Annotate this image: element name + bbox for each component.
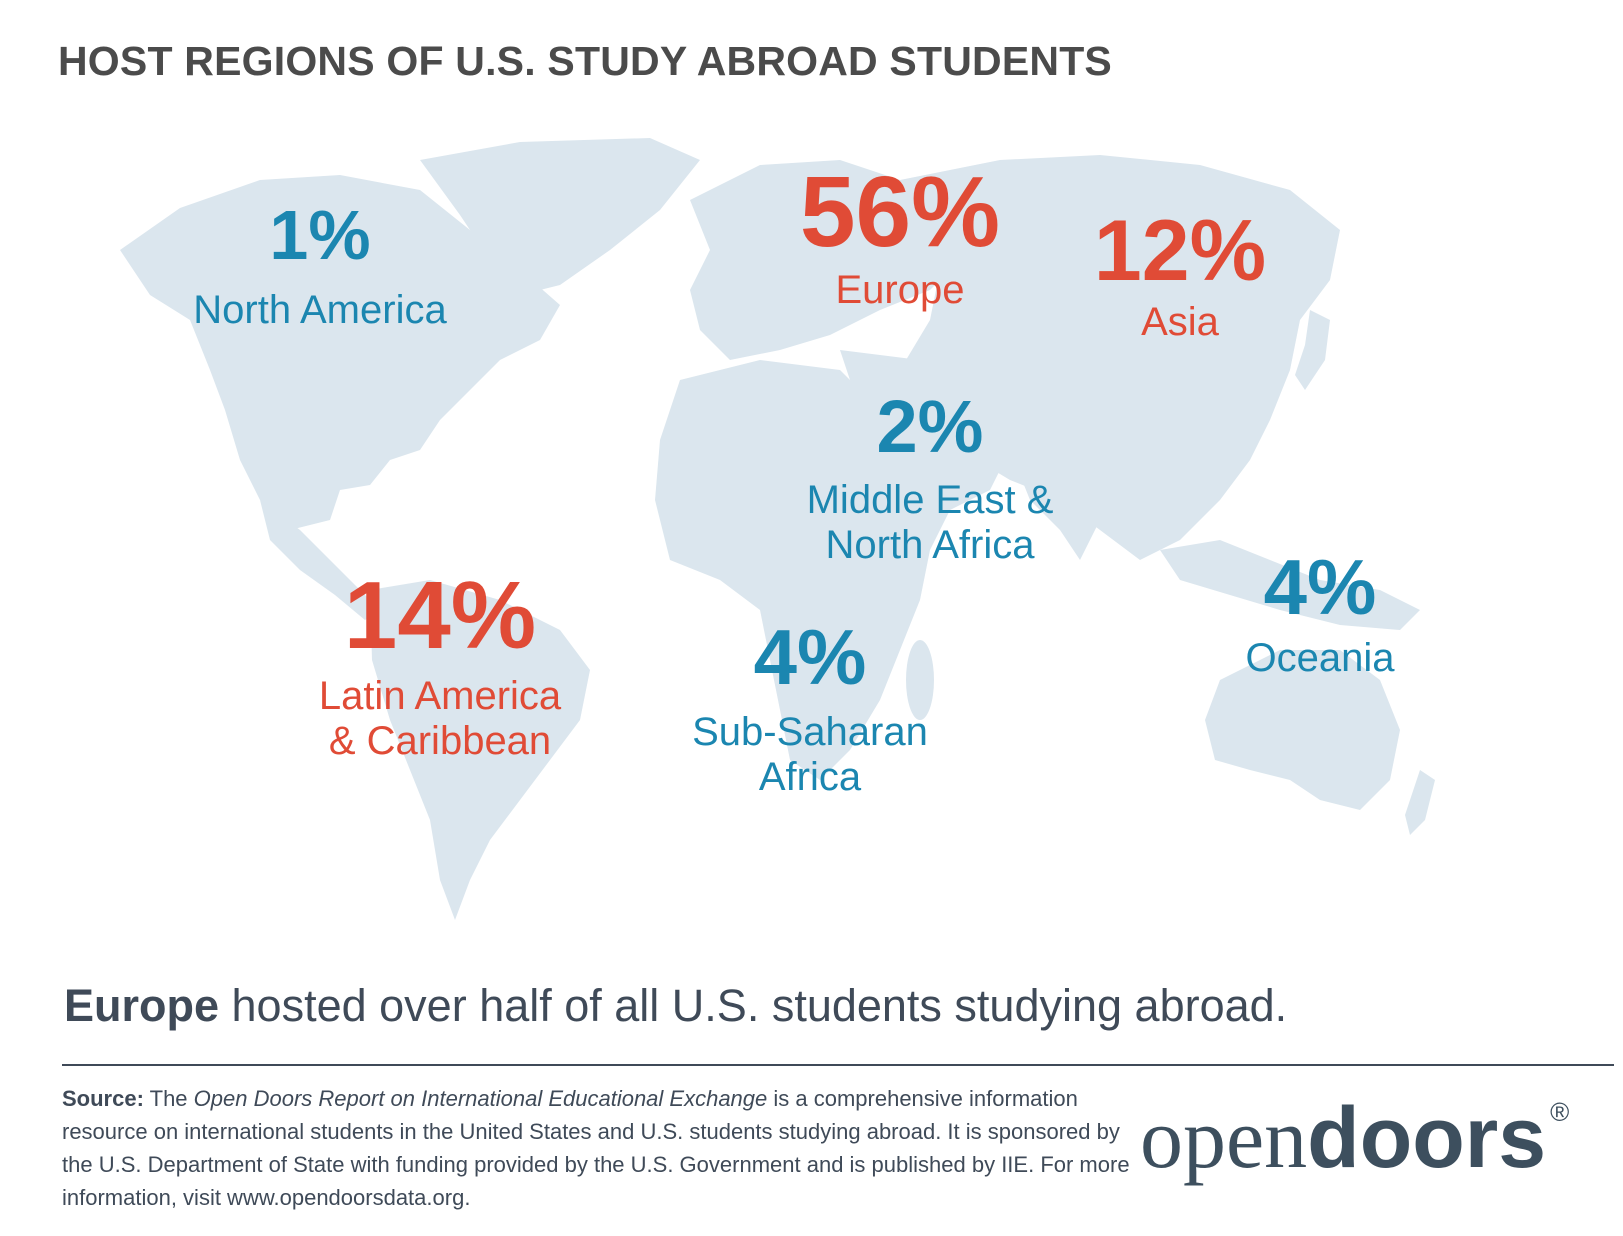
headline-rest: hosted over half of all U.S. students st…: [219, 980, 1288, 1031]
source-label: Source:: [62, 1086, 144, 1111]
page-title: HOST REGIONS OF U.S. STUDY ABROAD STUDEN…: [58, 38, 1112, 84]
region-north-america: 1% North America: [170, 200, 470, 333]
region-middle-east-north-africa: 2% Middle East & North Africa: [780, 390, 1080, 568]
region-percent: 4%: [753, 613, 867, 701]
region-percent: 4%: [1263, 543, 1377, 631]
headline-bold: Europe: [64, 980, 220, 1031]
headline: Europe hosted over half of all U.S. stud…: [64, 980, 1287, 1032]
source-text-after: is a comprehensive information resource …: [62, 1086, 1130, 1210]
logo-open: open: [1140, 1090, 1308, 1186]
region-percent: 56%: [799, 156, 1001, 268]
india-shape: [1010, 450, 1110, 560]
source-report-name: Open Doors Report on International Educa…: [193, 1086, 768, 1111]
region-label: Africa: [758, 754, 862, 799]
region-label: Oceania: [1245, 636, 1395, 680]
region-asia: 12% Asia: [1060, 208, 1300, 345]
region-percent: 12%: [1093, 203, 1267, 299]
region-percent: 14%: [343, 562, 537, 669]
region-label: Latin America: [318, 674, 562, 718]
region-europe: 56% Europe: [760, 162, 1040, 313]
north-america-shape: [120, 175, 560, 530]
opendoors-logo: opendoors ®: [1140, 1095, 1569, 1181]
divider: [62, 1064, 1614, 1066]
region-latin-america-caribbean: 14% Latin America & Caribbean: [290, 568, 590, 764]
region-label: North America: [193, 288, 447, 332]
australia-shape: [1205, 650, 1400, 810]
madagascar-shape: [906, 640, 934, 720]
region-oceania: 4% Oceania: [1200, 548, 1440, 681]
central-america-shape: [260, 500, 380, 620]
region-sub-saharan-africa: 4% Sub-Saharan Africa: [660, 618, 960, 800]
japan-shape: [1295, 310, 1330, 390]
world-map: [120, 138, 1435, 920]
region-label: & Caribbean: [328, 718, 552, 763]
region-label: Middle East &: [806, 478, 1054, 522]
region-percent: 1%: [269, 196, 371, 274]
europe-shape: [690, 160, 960, 360]
africa-shape: [655, 360, 950, 780]
registered-mark: ®: [1550, 1097, 1570, 1127]
south-america-shape: [370, 580, 590, 920]
region-label: Sub-Saharan: [692, 710, 928, 754]
asia-shape: [900, 155, 1340, 560]
region-label: Asia: [1141, 300, 1219, 344]
source-text-before: The: [143, 1086, 194, 1111]
source-note: Source: The Open Doors Report on Interna…: [62, 1082, 1132, 1214]
middle-east-shape: [840, 350, 1010, 510]
region-label: North Africa: [825, 522, 1035, 567]
southeast-asia-shape: [1160, 540, 1420, 630]
region-percent: 2%: [876, 385, 984, 468]
logo-doors: doors: [1307, 1090, 1547, 1186]
new-zealand-shape: [1405, 770, 1435, 835]
region-label: Europe: [835, 268, 965, 312]
